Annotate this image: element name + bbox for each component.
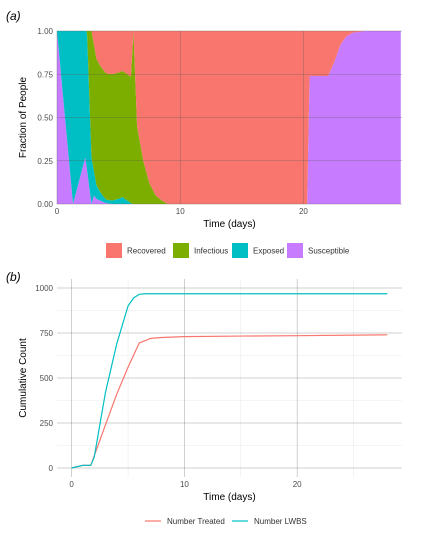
panel-a-y-tick-label: 1.00: [37, 27, 53, 36]
panel-a-y-tick-label: 0.75: [37, 70, 53, 79]
panel-a-y-tick-label: 0.50: [37, 114, 53, 123]
legend-swatch-susceptible: [287, 243, 303, 258]
panel-a-x-tick-labels: 0 10 20: [55, 207, 309, 216]
panel-a-legend: Recovered Infectious Exposed Susceptible: [106, 243, 350, 258]
line-number-lwbs: [71, 293, 388, 469]
panel-a-tag: (a): [6, 9, 21, 23]
legend-label-number-treated: Number Treated: [167, 517, 225, 526]
panel-a-major-gridlines: [56, 30, 402, 205]
panel-b-lines: [71, 293, 388, 469]
panel-a-x-axis-label: Time (days): [203, 219, 255, 230]
legend-label-susceptible: Susceptible: [308, 247, 350, 256]
panel-a-y-tick-label: 0.25: [37, 157, 53, 166]
panel-a-x-tick-label: 0: [55, 207, 60, 216]
legend-label-recovered: Recovered: [127, 247, 166, 256]
panel-b-y-axis-label: Cumulative Count: [18, 338, 29, 418]
panel-b-x-tick-label: 0: [69, 480, 74, 489]
area-exposed: [57, 31, 401, 204]
panel-a-y-axis-label: Fraction of People: [18, 76, 29, 158]
panel-b-y-tick-label: 500: [40, 374, 54, 383]
panel-b-x-axis-label: Time (days): [203, 492, 255, 503]
panel-b-tag: (b): [6, 270, 21, 284]
legend-swatch-exposed: [232, 243, 248, 258]
legend-swatch-recovered: [106, 243, 122, 258]
panel-b-y-tick-label: 0: [49, 464, 54, 473]
panel-a: (a) 0.00 0.25 0.50 0.75 1.00 0 10 20 Time (day…: [6, 9, 402, 258]
panel-a-y-tick-labels: 0.00 0.25 0.50 0.75 1.00: [37, 27, 53, 209]
panel-b-y-tick-label: 1000: [35, 284, 53, 293]
panel-b-legend: Number Treated Number LWBS: [145, 517, 307, 526]
legend-label-infectious: Infectious: [194, 247, 228, 256]
panel-a-x-tick-label: 20: [299, 207, 308, 216]
panel-b-y-tick-label: 250: [40, 419, 54, 428]
panel-a-x-tick-label: 10: [176, 207, 185, 216]
panel-b-x-tick-label: 20: [293, 480, 302, 489]
panel-b-x-tick-labels: 0 10 20: [69, 480, 302, 489]
panel-b: (b) 0 250 500 750 1000 0 10 20 Time (days) Cum…: [6, 270, 402, 526]
legend-label-exposed: Exposed: [253, 247, 284, 256]
panel-b-y-tick-labels: 0 250 500 750 1000: [35, 284, 53, 473]
panel-b-y-tick-label: 750: [40, 329, 54, 338]
panel-b-x-tick-label: 10: [180, 480, 189, 489]
panel-a-y-tick-label: 0.00: [37, 200, 53, 209]
legend-label-number-lwbs: Number LWBS: [254, 517, 307, 526]
legend-swatch-infectious: [173, 243, 189, 258]
